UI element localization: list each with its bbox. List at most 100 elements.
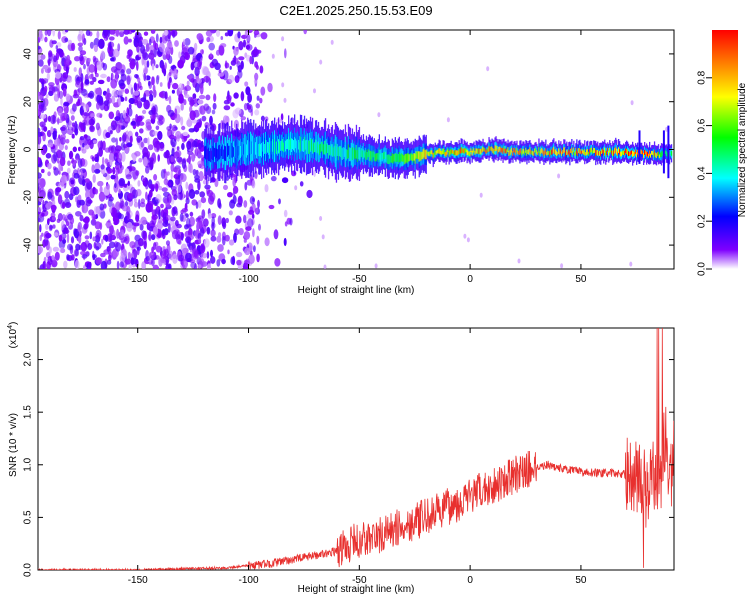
noise-blob xyxy=(255,103,260,109)
noise-blob xyxy=(148,38,152,46)
ridge-cell xyxy=(491,138,493,160)
ridge-cell xyxy=(318,127,321,172)
ridge-cell xyxy=(452,144,454,160)
noise-blob xyxy=(134,151,141,157)
noise-blob xyxy=(129,160,133,168)
ridge-cell xyxy=(422,135,424,173)
noise-blob xyxy=(46,72,50,81)
ridge-cell xyxy=(267,126,269,169)
ridge-cell xyxy=(397,138,399,180)
snr-scale-factor: (x104) xyxy=(7,322,19,349)
noise-blob xyxy=(109,206,113,214)
ridge-cell xyxy=(569,141,571,166)
noise-blob xyxy=(243,39,246,48)
ridge-cell xyxy=(210,127,212,183)
noise-blob xyxy=(135,214,140,222)
ridge-cell xyxy=(278,117,280,176)
ridge-cell xyxy=(632,141,634,166)
noise-blob xyxy=(74,249,79,257)
noise-blob xyxy=(268,204,275,210)
noise-blob xyxy=(95,122,100,131)
ridge-cell xyxy=(660,143,663,166)
noise-blob xyxy=(186,140,192,150)
noise-blob xyxy=(137,77,141,83)
noise-blob xyxy=(177,59,184,69)
ridge-cell xyxy=(295,122,298,171)
ridge-cell xyxy=(533,144,535,163)
noise-blob xyxy=(145,191,148,200)
noise-blob xyxy=(224,62,230,69)
ridge-cell xyxy=(446,143,448,162)
noise-blob xyxy=(152,226,159,236)
ridge-cell xyxy=(263,120,265,178)
ridge-cell xyxy=(232,128,234,176)
noise-blob xyxy=(215,30,221,37)
noise-blob xyxy=(168,95,172,105)
noise-blob xyxy=(191,140,198,148)
noise-blob xyxy=(54,187,59,196)
noise-blob xyxy=(79,54,84,62)
noise-blob xyxy=(122,132,127,142)
ridge-cell xyxy=(601,142,603,161)
noise-blob xyxy=(180,243,187,253)
noise-blob xyxy=(81,179,86,187)
ridge-cell xyxy=(588,145,590,163)
ridge-cell xyxy=(249,122,251,173)
noise-blob xyxy=(264,116,269,122)
x-tick-label: -100 xyxy=(239,575,259,586)
noise-blob xyxy=(247,30,253,34)
noise-blob xyxy=(258,223,261,231)
noise-blob xyxy=(99,186,103,193)
ridge-cell xyxy=(238,131,240,170)
ridge-cell xyxy=(428,144,430,164)
ridge-cell xyxy=(514,141,516,160)
ridge-cell xyxy=(484,142,486,158)
noise-blob xyxy=(223,105,231,111)
ridge-cell xyxy=(414,138,416,179)
noise-blob xyxy=(82,142,85,148)
ridge-cell xyxy=(604,139,606,161)
ridge-cell xyxy=(519,140,521,164)
ridge-cell xyxy=(251,122,253,173)
noise-blob xyxy=(80,251,87,256)
ridge-cell xyxy=(296,120,299,172)
noise-blob xyxy=(120,69,125,77)
noise-blob xyxy=(213,93,217,103)
noise-blob xyxy=(104,235,109,242)
scale-exponent: 4 xyxy=(7,325,14,329)
ridge-cell xyxy=(615,137,617,162)
noise-blob xyxy=(110,174,116,180)
noise-blob xyxy=(48,86,56,94)
noise-blob xyxy=(116,153,119,160)
noise-blob xyxy=(79,230,82,237)
ridge-cell xyxy=(374,142,376,173)
noise-blob xyxy=(56,82,60,92)
noise-blob xyxy=(45,223,49,230)
ridge-cell xyxy=(509,141,511,164)
noise-blob xyxy=(148,203,154,213)
ridge-cell xyxy=(628,143,630,164)
noise-blob xyxy=(137,81,142,89)
ridge-cell xyxy=(233,132,235,172)
noise-blob xyxy=(45,232,52,239)
noise-blob xyxy=(96,60,103,71)
noise-blob xyxy=(67,243,73,251)
noise-blob xyxy=(119,30,125,33)
ridge-cell xyxy=(623,143,625,162)
noise-blob xyxy=(134,234,141,242)
ridge-cell xyxy=(586,141,588,164)
y-tick-label: 40 xyxy=(23,48,34,60)
noise-blob xyxy=(164,91,168,100)
ridge-cell xyxy=(250,119,252,177)
ridge-cell xyxy=(468,145,470,163)
noise-blob xyxy=(264,237,270,247)
ridge-cell xyxy=(648,147,650,165)
noise-blob xyxy=(75,243,81,251)
ridge-cell xyxy=(291,117,293,173)
noise-blob xyxy=(56,149,63,159)
ridge-cell xyxy=(333,129,336,173)
ridge-cell xyxy=(549,143,551,165)
noise-blob xyxy=(42,132,46,142)
noise-blob xyxy=(154,208,158,217)
